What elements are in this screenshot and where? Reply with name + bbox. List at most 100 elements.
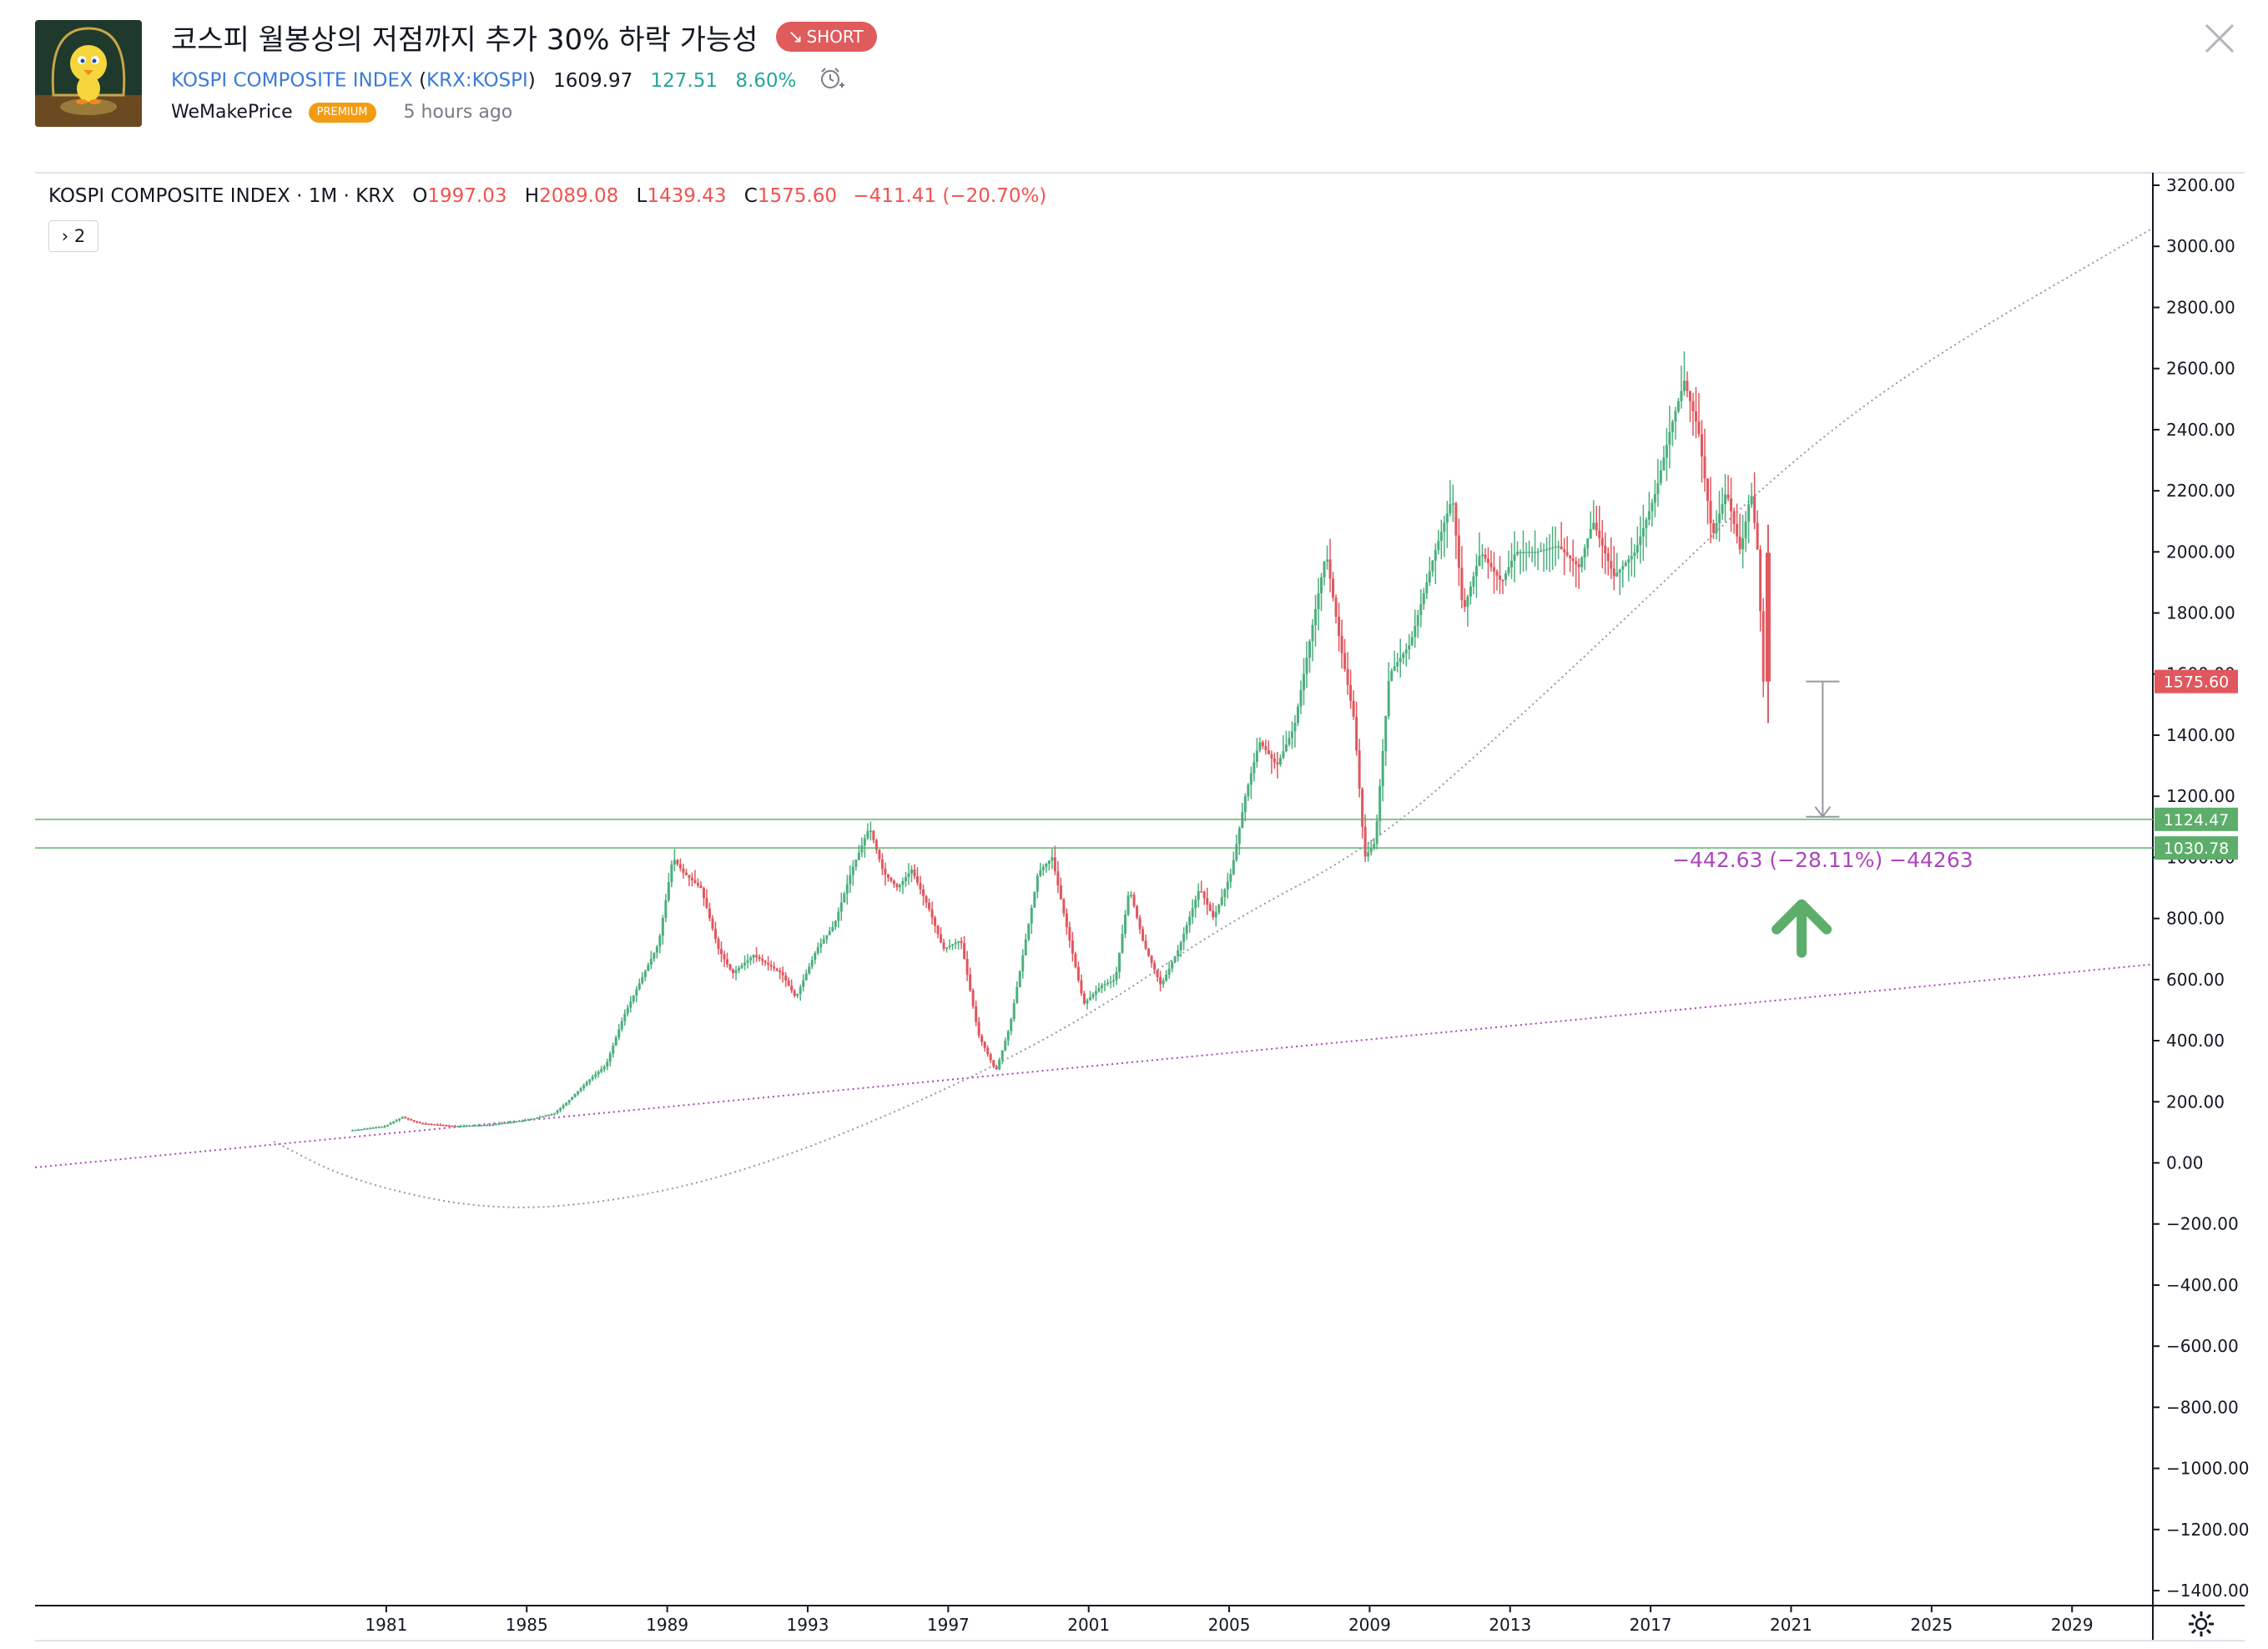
close-button[interactable]	[2200, 18, 2240, 58]
candle	[1504, 570, 1507, 587]
candle	[1367, 842, 1370, 862]
candle	[874, 838, 878, 855]
candle-body	[471, 1125, 474, 1127]
author-name[interactable]: WeMakePrice	[171, 102, 293, 123]
candle	[1147, 948, 1151, 957]
candle	[424, 1122, 427, 1125]
candle	[796, 993, 799, 999]
candle-body	[538, 1117, 542, 1118]
candle	[588, 1078, 592, 1086]
candle-body	[922, 889, 925, 896]
candle	[667, 873, 670, 903]
candle	[538, 1115, 542, 1118]
time-tick-label: 2025	[1910, 1615, 1953, 1635]
candle-body	[453, 1126, 456, 1127]
candle	[1668, 406, 1671, 469]
candle-body	[1665, 445, 1668, 458]
candle-body	[363, 1128, 366, 1131]
candle-body	[874, 840, 878, 850]
candle-body	[1264, 746, 1268, 751]
candle-body	[781, 972, 784, 976]
candle	[1047, 860, 1051, 871]
drawings-layer	[34, 227, 2154, 1208]
candle	[1173, 956, 1177, 964]
candle	[500, 1122, 503, 1125]
chart-legend: KOSPI COMPOSITE INDEX · 1M · KRX O1997.0…	[48, 185, 1046, 207]
candle	[1115, 966, 1118, 986]
candle-body	[1686, 381, 1689, 391]
candle-body	[486, 1124, 489, 1127]
trendline-purple	[34, 963, 2154, 1168]
candle	[1220, 888, 1223, 906]
candle-body	[579, 1087, 582, 1092]
candle	[713, 921, 717, 944]
price-axis[interactable]: 3200.00 3000.00 2800.00 2600.00 2400.00 2200.…	[2153, 175, 2249, 1601]
candle-body	[779, 970, 782, 973]
candle	[1718, 491, 1721, 542]
candle	[1165, 970, 1168, 982]
symbol-name-link[interactable]: KOSPI COMPOSITE INDEX	[171, 69, 413, 92]
candle	[1738, 513, 1741, 555]
candle	[793, 989, 796, 998]
symbol-ticker-link[interactable]: KRX:KOSPI	[426, 69, 528, 92]
candle	[872, 830, 875, 844]
chart-settings-button[interactable]	[2185, 1607, 2218, 1641]
candle	[1378, 779, 1382, 835]
time-axis[interactable]: 1981 1985 1989 1993 1997 2001 2005 2009 2013 2017…	[365, 1606, 2094, 1635]
candle-body	[433, 1124, 436, 1126]
indicators-collapse-button[interactable]: › 2	[48, 220, 98, 252]
candle-body	[1480, 554, 1484, 557]
author-avatar[interactable]	[35, 20, 142, 127]
time-tick-label: 1985	[506, 1615, 548, 1635]
candle	[1665, 428, 1668, 482]
candle-body	[1121, 933, 1124, 953]
candle-body	[664, 900, 668, 918]
candle	[1018, 970, 1021, 988]
candle	[664, 894, 668, 922]
candle	[1121, 925, 1124, 955]
candle	[1651, 498, 1654, 527]
avatar-image	[35, 20, 142, 127]
candle-body	[814, 953, 817, 961]
candle	[1171, 960, 1174, 973]
candle	[784, 971, 788, 987]
symbol-change-percent: 8.60%	[735, 69, 797, 92]
candle-body	[474, 1125, 477, 1127]
candle	[1542, 543, 1545, 572]
candle	[1736, 503, 1739, 544]
candle	[1027, 923, 1031, 941]
candle-body	[1399, 658, 1402, 663]
candle-body	[802, 980, 805, 987]
candle	[354, 1129, 357, 1132]
candle	[456, 1125, 460, 1127]
price-tick-label: −600.00	[2166, 1336, 2239, 1356]
candle	[831, 920, 834, 932]
candle-body	[1016, 986, 1019, 1004]
candle-body	[1691, 401, 1695, 411]
support-price-tag	[2155, 807, 2238, 831]
candle-body	[1080, 980, 1083, 994]
alarm-clock-icon[interactable]	[818, 65, 844, 97]
candle-body	[1033, 891, 1036, 908]
candle-body	[600, 1069, 603, 1072]
price-tick-label: 400.00	[2166, 1031, 2225, 1051]
candle	[410, 1118, 413, 1121]
price-tick-label: 1800.00	[2166, 603, 2235, 623]
candle-body	[369, 1127, 372, 1130]
candle	[1414, 609, 1417, 648]
candle	[1600, 520, 1604, 569]
candle	[1507, 550, 1510, 577]
candle-body	[907, 873, 910, 878]
candle-body	[1525, 552, 1528, 553]
candle	[802, 974, 805, 992]
candle-body	[488, 1124, 491, 1127]
candle-body	[1214, 912, 1217, 918]
candle-body	[1647, 511, 1651, 520]
candle-body	[804, 973, 808, 981]
candle-body	[1358, 750, 1361, 789]
candle-body	[1604, 545, 1607, 554]
candle-body	[983, 1041, 986, 1048]
candle	[1721, 487, 1724, 521]
